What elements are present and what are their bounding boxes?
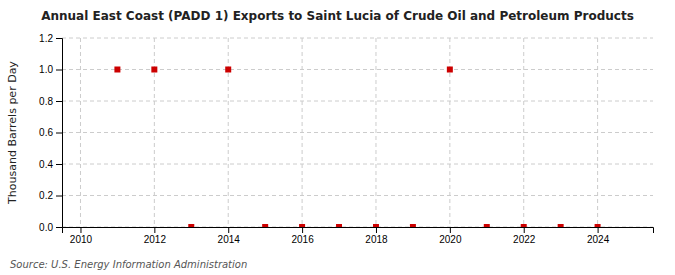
y-tick-mark bbox=[56, 38, 62, 39]
y-tick-mark bbox=[56, 227, 62, 228]
point bbox=[225, 67, 231, 73]
point bbox=[558, 224, 564, 227]
point bbox=[410, 224, 416, 227]
y-tick-mark bbox=[56, 164, 62, 165]
x-tick-label: 2012 bbox=[144, 234, 167, 245]
y-tick: 1.0 bbox=[39, 64, 62, 75]
y-tick-mark bbox=[56, 196, 62, 197]
point bbox=[188, 224, 194, 227]
x-tick-label: 2024 bbox=[587, 234, 610, 245]
x-grid-line bbox=[449, 38, 450, 227]
y-grid-line bbox=[62, 69, 653, 70]
y-tick-label: 0.6 bbox=[39, 127, 53, 138]
x-tick: 2010 bbox=[70, 227, 93, 245]
y-tick-label: 0.2 bbox=[39, 190, 53, 201]
x-tick-mark bbox=[80, 227, 81, 233]
point bbox=[151, 67, 157, 73]
source: Source: U.S. Energy Information Administ… bbox=[10, 259, 247, 270]
y-tick: 1.2 bbox=[39, 33, 62, 44]
x-grid-line bbox=[597, 38, 598, 227]
y-tick-mark bbox=[56, 101, 62, 102]
x-tick-label: 2018 bbox=[365, 234, 388, 245]
x-tick: 2022 bbox=[513, 227, 536, 245]
x-tick-label: 2016 bbox=[291, 234, 314, 245]
grid bbox=[62, 38, 653, 227]
point bbox=[447, 67, 453, 73]
y-tick-label: 0.4 bbox=[39, 159, 53, 170]
y-tick-label: 0.0 bbox=[39, 222, 53, 233]
title: Annual East Coast (PADD 1) Exports to Sa… bbox=[41, 9, 634, 23]
x-grid-line bbox=[523, 38, 524, 227]
points bbox=[114, 67, 600, 228]
x-tick: 2016 bbox=[291, 227, 314, 245]
x-tick-mark bbox=[450, 227, 451, 233]
point bbox=[373, 224, 379, 227]
x-tick: 2012 bbox=[144, 227, 167, 245]
y-tick-mark bbox=[56, 133, 62, 134]
point bbox=[595, 224, 601, 227]
y-tick: 0.8 bbox=[39, 96, 62, 107]
point bbox=[299, 224, 305, 227]
x-tick: 2020 bbox=[439, 227, 462, 245]
x-tick: 2024 bbox=[587, 227, 610, 245]
point bbox=[114, 67, 120, 73]
y-tick: 0.2 bbox=[39, 190, 62, 201]
y-tick: 0.4 bbox=[39, 159, 62, 170]
y-tick-label: 1.0 bbox=[39, 64, 53, 75]
plot-area: 201020122014201620182020202220240.00.20.… bbox=[39, 33, 653, 245]
x-tick-mark bbox=[598, 227, 599, 233]
x-tick-mark bbox=[302, 227, 303, 233]
y-grid-line bbox=[62, 164, 653, 165]
x-tick-mark bbox=[154, 227, 155, 233]
x-tick-label: 2022 bbox=[513, 234, 536, 245]
point bbox=[521, 224, 527, 227]
y-grid-line bbox=[62, 195, 653, 196]
y-tick: 0.6 bbox=[39, 127, 62, 138]
y-axis-line bbox=[56, 39, 63, 228]
x-tick-mark bbox=[228, 227, 229, 233]
point bbox=[336, 224, 342, 227]
x-grid-line bbox=[154, 38, 155, 227]
y-tick-label: 1.2 bbox=[39, 33, 53, 44]
x-axis: 2010 2012 2014 2016 2018 2020 2022 2024 bbox=[63, 227, 654, 245]
x-grid-line bbox=[302, 38, 303, 227]
point bbox=[262, 224, 268, 227]
y-tick-mark bbox=[56, 70, 62, 71]
x-axis-line bbox=[63, 228, 654, 234]
x-tick-mark bbox=[524, 227, 525, 233]
chart: 201020122014201620182020202220240.00.20.… bbox=[0, 0, 675, 275]
y-grid-line bbox=[62, 101, 653, 102]
x-tick-label: 2014 bbox=[218, 234, 241, 245]
x-grid-line bbox=[228, 38, 229, 227]
point bbox=[484, 224, 490, 227]
x-grid-line bbox=[80, 38, 81, 227]
x-grid-line bbox=[375, 38, 376, 227]
y-axis-title: Thousand Barrels per Day bbox=[6, 61, 19, 205]
y-grid-line bbox=[62, 132, 653, 133]
x-tick-label: 2020 bbox=[439, 234, 462, 245]
y-tick: 0.0 bbox=[39, 222, 62, 233]
y-grid-line bbox=[62, 38, 653, 39]
x-tick-mark bbox=[376, 227, 377, 233]
y-tick-label: 0.8 bbox=[39, 96, 53, 107]
x-tick: 2018 bbox=[365, 227, 388, 245]
y-axis: 0.0 0.2 0.4 0.6 0.8 1.0 1.2 bbox=[39, 33, 62, 233]
x-tick: 2014 bbox=[218, 227, 241, 245]
x-tick-label: 2010 bbox=[70, 234, 93, 245]
